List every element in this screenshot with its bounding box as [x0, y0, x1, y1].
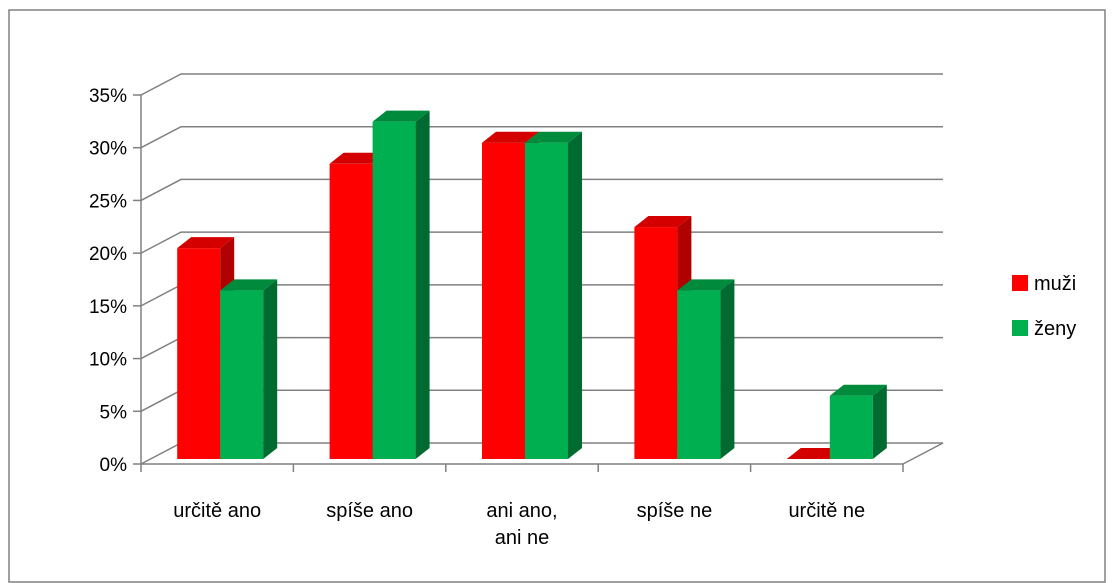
- bar-front: [634, 227, 678, 459]
- bar-top: [329, 152, 387, 164]
- y-tick-label: 35%: [89, 86, 127, 107]
- axis-labels: 0% 5% 10% 15% 20% 25% 30% 35% určitě ano spíše an…: [89, 86, 865, 549]
- legend-swatch: [1012, 320, 1028, 336]
- x-tick-label: ani ano, ani ne: [486, 500, 557, 549]
- bar-front: [220, 290, 264, 459]
- bar: [829, 384, 887, 459]
- axes: [133, 94, 944, 472]
- y-tick-label: 25%: [89, 191, 127, 212]
- bar-side: [568, 131, 582, 459]
- bar-top: [829, 384, 887, 396]
- y-tick-label: 30%: [89, 139, 127, 160]
- bar-top: [372, 110, 430, 122]
- x-tick-label: spíše ano: [326, 500, 413, 522]
- bar: [677, 279, 735, 459]
- bar-top: [525, 131, 582, 143]
- bar-front: [482, 142, 525, 459]
- x-tick-label: určitě ne: [788, 500, 865, 522]
- y-tick-label: 10%: [89, 350, 127, 371]
- bar-front: [829, 395, 873, 459]
- bar-top: [482, 131, 539, 143]
- gridline: [140, 178, 943, 202]
- bars: [177, 110, 887, 460]
- legend-item: ženy: [1012, 318, 1076, 340]
- legend: muži ženy: [1012, 273, 1076, 340]
- bar-top: [786, 448, 844, 459]
- bar-front: [525, 142, 568, 459]
- legend-label: muži: [1034, 273, 1076, 295]
- y-tick-label: 15%: [89, 297, 127, 318]
- y-tick-label: 20%: [89, 244, 127, 265]
- bar-front: [372, 121, 416, 459]
- gridline: [140, 73, 943, 96]
- bar-side: [415, 110, 430, 459]
- bar: [220, 279, 278, 459]
- bar-top: [177, 237, 235, 249]
- y-tick-label: 5%: [100, 402, 128, 423]
- y-tick-label: 0%: [100, 455, 128, 476]
- bar-top: [677, 279, 735, 291]
- legend-label: ženy: [1034, 318, 1076, 340]
- gridline: [140, 125, 943, 149]
- x-tick-label: určitě ano: [173, 500, 261, 522]
- floor-edge: [902, 442, 944, 465]
- bar-side: [263, 279, 278, 459]
- x-tick-label: spíše ne: [637, 500, 713, 522]
- bar-front: [329, 163, 373, 460]
- legend-item: muži: [1012, 273, 1076, 295]
- bar: [786, 448, 844, 459]
- bar-side: [872, 384, 887, 459]
- bar-side: [720, 279, 735, 459]
- bar-front: [677, 290, 721, 459]
- legend-swatch: [1012, 275, 1028, 291]
- bar: [372, 110, 430, 459]
- bar-top: [634, 216, 692, 228]
- bar-top: [220, 279, 278, 291]
- bar-front: [177, 248, 221, 459]
- bar: [525, 131, 582, 459]
